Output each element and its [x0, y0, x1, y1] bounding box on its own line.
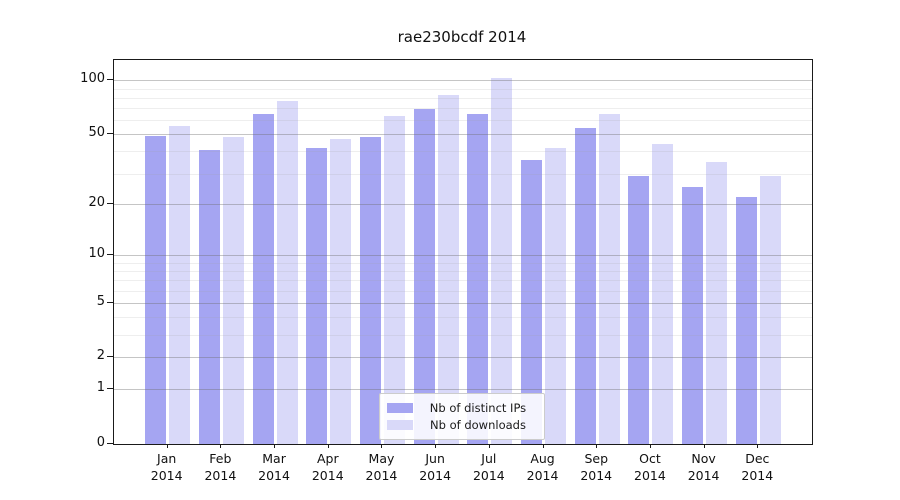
y-axis-tick-mark	[107, 388, 113, 390]
bar-jun-distinct-ips	[413, 109, 435, 444]
bar-may-distinct-ips	[359, 137, 381, 444]
x-axis-label-jul: Jul 2014	[472, 451, 505, 483]
y-axis-tick-label: 2	[96, 348, 105, 364]
x-axis-label-sep: Sep 2014	[580, 451, 613, 483]
legend-label-downloads: Nb of downloads	[430, 417, 526, 432]
legend-entry-downloads: Nb of downloads	[387, 416, 536, 433]
bar-jan-downloads	[169, 125, 191, 444]
x-axis-label-may: May 2014	[365, 451, 398, 483]
plot-area	[113, 59, 813, 445]
gridline-minor	[114, 262, 812, 264]
x-axis-tick-mark	[166, 444, 168, 448]
y-axis-tick-mark	[107, 356, 113, 358]
x-axis-tick-mark	[381, 444, 383, 448]
gridline-minor	[114, 88, 812, 90]
bar-mar-distinct-ips	[252, 114, 274, 444]
x-axis-tick-mark	[327, 444, 329, 448]
gridline-minor	[114, 173, 812, 175]
bar-jul-distinct-ips	[467, 114, 489, 444]
x-axis-label-nov: Nov 2014	[687, 451, 720, 483]
bar-jun-downloads	[437, 95, 459, 444]
bar-dec-downloads	[759, 176, 781, 444]
gridline-major	[114, 80, 812, 82]
x-axis-tick-mark	[649, 444, 651, 448]
y-axis-tick-label: 100	[80, 71, 105, 87]
gridline-major	[114, 134, 812, 136]
bar-nov-downloads	[706, 161, 728, 444]
gridline-minor	[114, 317, 812, 319]
gridline-major	[114, 357, 812, 359]
y-axis-tick-label: 5	[96, 293, 105, 309]
y-axis-tick-mark	[107, 254, 113, 256]
x-axis-label-mar: Mar 2014	[258, 451, 290, 483]
x-axis-label-feb: Feb 2014	[204, 451, 237, 483]
gridline-major	[114, 302, 812, 304]
legend-entry-distinct-ips: Nb of distinct IPs	[387, 399, 536, 416]
bar-aug-distinct-ips	[521, 159, 543, 444]
bar-jul-downloads	[491, 78, 513, 444]
bar-mar-downloads	[276, 100, 298, 444]
legend-swatch-downloads-icon	[387, 419, 413, 430]
bar-may-downloads	[383, 116, 405, 444]
bar-oct-downloads	[652, 144, 674, 444]
bar-nov-distinct-ips	[682, 187, 704, 444]
y-axis-tick-label: 10	[88, 246, 105, 262]
bar-sep-distinct-ips	[574, 128, 596, 444]
y-axis-tick-mark	[107, 203, 113, 205]
y-axis-tick-mark	[107, 79, 113, 81]
x-axis-tick-mark	[703, 444, 705, 448]
x-axis-label-jan: Jan 2014	[150, 451, 183, 483]
bar-sep-downloads	[598, 114, 620, 444]
bar-feb-distinct-ips	[198, 149, 220, 444]
gridline-minor	[114, 120, 812, 122]
chart-title: rae230bcdf 2014	[397, 28, 527, 46]
gridline-minor	[114, 97, 812, 99]
x-axis-label-apr: Apr 2014	[311, 451, 344, 483]
x-axis-tick-mark	[220, 444, 222, 448]
y-axis-tick-label: 1	[96, 380, 105, 396]
gridline-minor	[114, 334, 812, 336]
bar-dec-distinct-ips	[735, 197, 757, 444]
gridline-minor	[114, 290, 812, 292]
legend: Nb of distinct IPs Nb of downloads	[379, 393, 545, 440]
gridline-major	[114, 389, 812, 391]
x-axis-tick-mark	[435, 444, 437, 448]
gridline-minor	[114, 270, 812, 272]
x-axis-label-oct: Oct 2014	[634, 451, 666, 483]
gridline-major	[114, 204, 812, 206]
gridline-major	[114, 255, 812, 257]
y-axis-tick-mark	[107, 133, 113, 135]
y-axis-tick-label: 50	[88, 125, 105, 141]
y-axis-tick-label: 0	[96, 435, 105, 450]
y-axis-tick-mark	[107, 443, 113, 444]
bar-jan-distinct-ips	[145, 135, 167, 444]
x-axis-tick-mark	[596, 444, 598, 448]
y-axis-tick-mark	[107, 301, 113, 303]
x-axis-tick-mark	[757, 444, 759, 448]
gridline-minor	[114, 280, 812, 282]
legend-swatch-distinct-ips-icon	[387, 402, 413, 413]
bar-apr-downloads	[330, 139, 352, 444]
x-axis-tick-mark	[542, 444, 544, 448]
gridline-minor	[114, 151, 812, 153]
bar-feb-downloads	[222, 137, 244, 444]
gridline-minor	[114, 108, 812, 110]
x-axis-label-jun: Jun 2014	[419, 451, 452, 483]
x-axis-label-dec: Dec 2014	[741, 451, 774, 483]
x-axis-label-aug: Aug 2014	[526, 451, 559, 483]
bar-oct-distinct-ips	[628, 176, 650, 444]
bar-apr-distinct-ips	[306, 147, 328, 444]
bar-aug-downloads	[545, 147, 567, 444]
x-axis-tick-mark	[274, 444, 276, 448]
legend-label-distinct-ips: Nb of distinct IPs	[429, 400, 527, 415]
y-axis-tick-label: 20	[88, 195, 105, 211]
x-axis-tick-mark	[488, 444, 490, 448]
